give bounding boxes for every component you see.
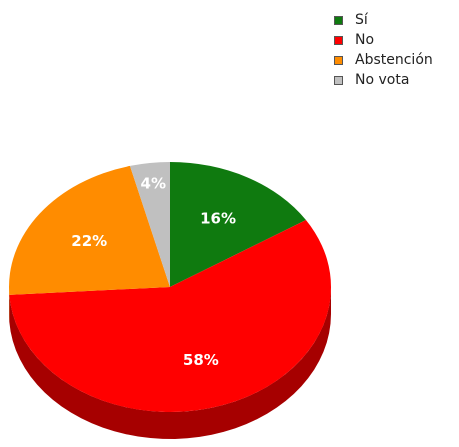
legend-label-no: No — [355, 32, 374, 48]
legend-item-si: Sí — [334, 10, 433, 30]
legend-label-abstencion: Abstención — [355, 52, 433, 68]
chart-legend: Sí No Abstención No vota — [334, 10, 433, 90]
legend-swatch-abstencion — [334, 56, 343, 65]
data-label-abstencion: 22% — [71, 232, 107, 250]
legend-item-abstencion: Abstención — [334, 50, 433, 70]
legend-label-si: Sí — [355, 12, 368, 28]
legend-swatch-no-vota — [334, 76, 343, 85]
data-label-no-vota: 4% — [141, 175, 166, 193]
legend-item-no-vota: No vota — [334, 70, 433, 90]
legend-swatch-no — [334, 36, 343, 45]
data-label-si: 16% — [200, 210, 236, 228]
legend-label-no-vota: No vota — [355, 72, 409, 88]
pie-top-layer — [9, 162, 331, 412]
legend-swatch-si — [334, 16, 343, 25]
legend-item-no: No — [334, 30, 433, 50]
data-label-no: 58% — [183, 351, 219, 369]
